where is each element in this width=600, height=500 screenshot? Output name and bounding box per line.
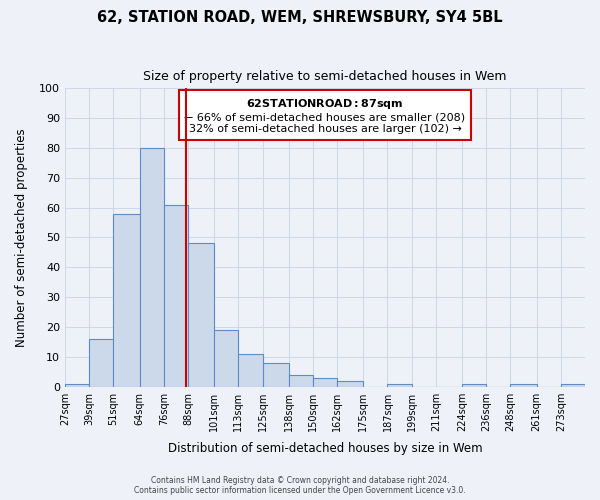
Bar bbox=[113, 214, 140, 386]
Bar bbox=[65, 384, 89, 386]
Bar bbox=[337, 380, 363, 386]
Y-axis label: Number of semi-detached properties: Number of semi-detached properties bbox=[15, 128, 28, 347]
Bar bbox=[89, 339, 113, 386]
Bar bbox=[388, 384, 412, 386]
Bar bbox=[140, 148, 164, 386]
Bar bbox=[289, 374, 313, 386]
Title: Size of property relative to semi-detached houses in Wem: Size of property relative to semi-detach… bbox=[143, 70, 507, 83]
Text: Contains HM Land Registry data © Crown copyright and database right 2024.
Contai: Contains HM Land Registry data © Crown c… bbox=[134, 476, 466, 495]
Bar bbox=[462, 384, 486, 386]
Bar bbox=[238, 354, 263, 386]
Bar bbox=[164, 204, 188, 386]
Bar bbox=[188, 244, 214, 386]
Bar bbox=[214, 330, 238, 386]
Bar bbox=[511, 384, 536, 386]
Bar bbox=[561, 384, 585, 386]
Bar bbox=[263, 363, 289, 386]
Text: $\bf{62 STATION ROAD: 87sqm}$
← 66% of semi-detached houses are smaller (208)
32: $\bf{62 STATION ROAD: 87sqm}$ ← 66% of s… bbox=[184, 98, 466, 134]
Text: 62, STATION ROAD, WEM, SHREWSBURY, SY4 5BL: 62, STATION ROAD, WEM, SHREWSBURY, SY4 5… bbox=[97, 10, 503, 25]
Bar bbox=[313, 378, 337, 386]
X-axis label: Distribution of semi-detached houses by size in Wem: Distribution of semi-detached houses by … bbox=[167, 442, 482, 455]
